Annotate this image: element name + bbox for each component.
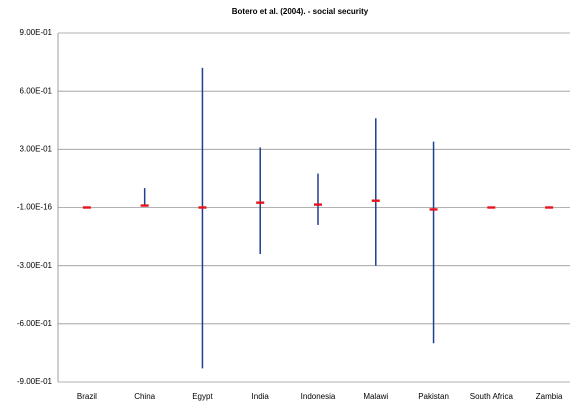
estimate (314, 203, 322, 206)
y-tick-label: 6.00E-01 (20, 86, 53, 95)
estimate (256, 201, 265, 204)
x-tick-label: India (252, 392, 270, 401)
x-tick-label: Zambia (536, 392, 563, 401)
x-tick-label: Brazil (77, 392, 97, 401)
x-tick-label: South Africa (470, 392, 514, 401)
x-tick-label: Indonesia (301, 392, 336, 401)
estimate (487, 206, 496, 209)
estimate (545, 206, 554, 209)
x-tick-label: China (134, 392, 155, 401)
y-tick-label: 3.00E-01 (20, 144, 53, 153)
y-tick-label: -3.00E-01 (17, 261, 53, 270)
estimate (429, 208, 438, 211)
estimate (140, 204, 149, 207)
y-tick-label: -6.00E-01 (17, 319, 53, 328)
x-tick-label: Egypt (192, 392, 213, 401)
estimate (198, 206, 207, 209)
y-tick-label: -9.00E-01 (17, 377, 53, 386)
estimate (371, 199, 380, 202)
x-tick-label: Pakistan (418, 392, 449, 401)
x-tick-label: Malawi (363, 392, 388, 401)
y-tick-label: -1.00E-16 (17, 203, 53, 212)
y-tick-label: 9.00E-01 (20, 28, 53, 37)
chart-title: Botero et al. (2004). - social security (232, 7, 369, 16)
estimate (82, 206, 91, 209)
